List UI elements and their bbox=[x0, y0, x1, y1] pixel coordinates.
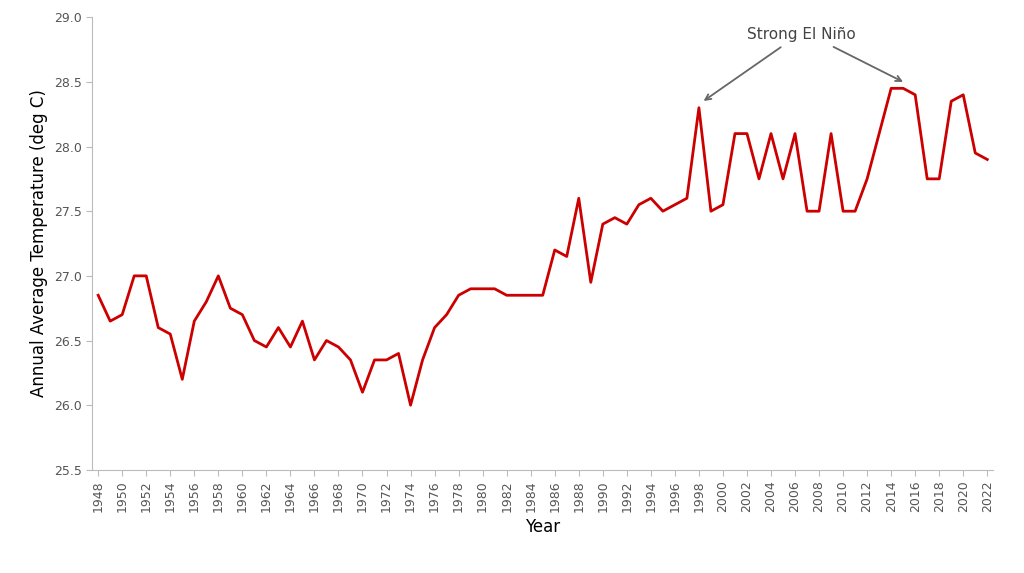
X-axis label: Year: Year bbox=[525, 518, 560, 536]
Text: Strong El Niño: Strong El Niño bbox=[746, 27, 855, 42]
Y-axis label: Annual Average Temperature (deg C): Annual Average Temperature (deg C) bbox=[31, 89, 48, 398]
